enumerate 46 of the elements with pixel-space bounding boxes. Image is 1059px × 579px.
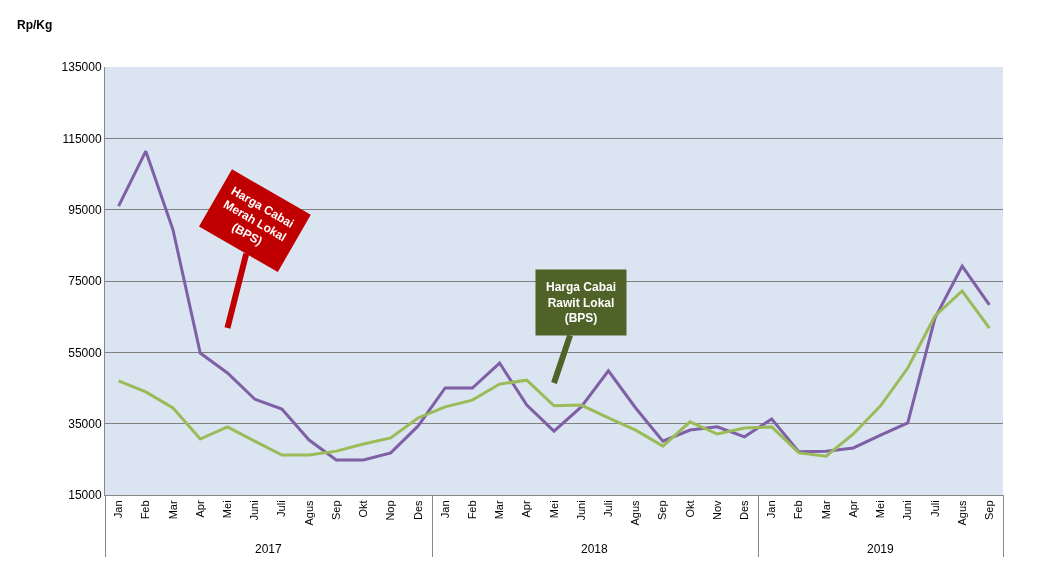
x-tick-label: Mei: [874, 500, 887, 519]
x-tick-label: Agus: [629, 499, 642, 526]
x-tick-label: Juni: [574, 500, 587, 521]
x-tick-label: Juni: [901, 500, 914, 521]
x-tick-label: Jan: [438, 500, 451, 519]
x-tick-label: Jan: [112, 500, 125, 519]
x-tick-label: Des: [738, 499, 751, 520]
y-tick-label: 115000: [62, 131, 102, 146]
text: 2018: [581, 542, 609, 556]
y-tick-label: 35000: [68, 416, 102, 431]
y-axis-title: Rp/Kg: [17, 18, 53, 32]
x-tick-label: Mar: [493, 500, 506, 520]
x-tick-label: Feb: [139, 500, 152, 520]
y-tick-label: 75000: [68, 274, 102, 289]
x-tick-label: Okt: [357, 500, 370, 518]
annotation: Harga Cabai Rawit Lokal (BPS): [546, 280, 617, 326]
y-tick-label: 135000: [61, 60, 102, 75]
y-tick-label: 95000: [68, 202, 102, 217]
x-tick-label: Juli: [601, 500, 614, 517]
text: 2019: [867, 542, 895, 556]
x-tick-label: Sep: [329, 500, 342, 520]
x-tick-label: Jan: [765, 500, 778, 519]
x-tick-label: Apr: [193, 500, 206, 518]
x-tick-label: Mar: [166, 500, 179, 520]
x-tick-label: Juli: [928, 500, 941, 517]
x-tick-label: Nov: [710, 499, 723, 520]
x-tick-label: Juli: [275, 500, 288, 517]
x-tick-label: Apr: [520, 500, 533, 518]
x-tick-label: Des: [411, 499, 424, 520]
x-tick-label: Mar: [819, 500, 832, 520]
x-tick-label: Okt: [683, 500, 696, 518]
x-tick-label: Apr: [846, 500, 859, 518]
line-series: [117, 149, 991, 462]
x-tick-label: Feb: [465, 500, 478, 520]
x-tick-label: Sep: [656, 500, 669, 520]
x-tick-label: Mei: [221, 500, 234, 519]
x-tick-label: Agus: [302, 499, 315, 526]
x-tick-label: Mei: [547, 500, 560, 519]
x-tick-label: Agus: [955, 499, 968, 526]
y-tick-label: 15000: [68, 488, 102, 503]
y-tick-label: 55000: [68, 345, 102, 360]
x-tick-label: Nop: [384, 500, 397, 521]
x-tick-label: Feb: [792, 500, 805, 520]
x-tick-label: Sep: [982, 500, 995, 520]
x-tick-label: Juni: [248, 500, 261, 521]
text: 2017: [255, 542, 283, 556]
